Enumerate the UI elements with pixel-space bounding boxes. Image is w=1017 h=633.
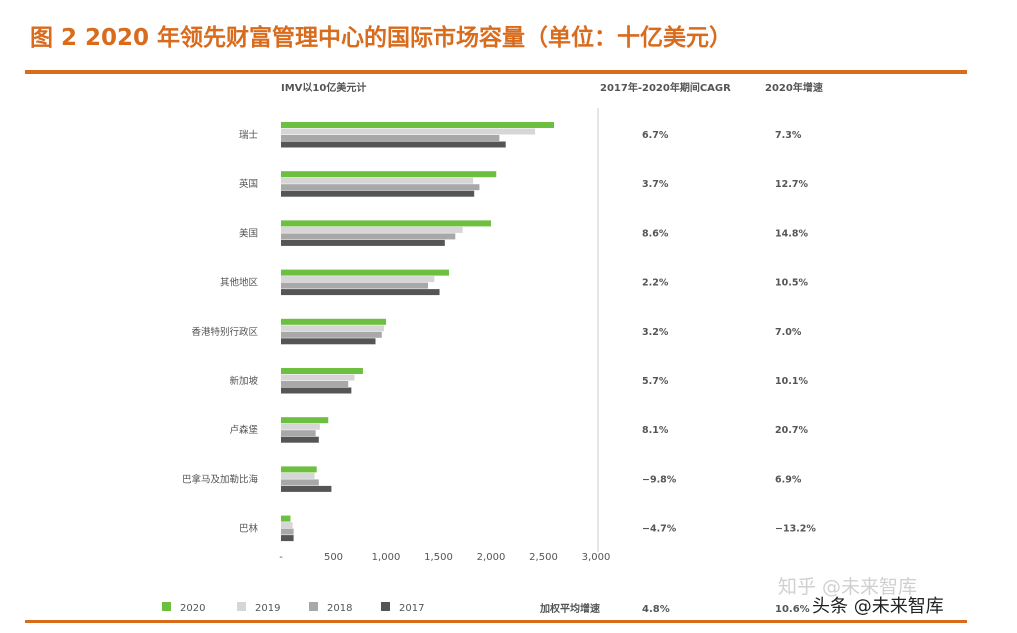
column-value-1: 14.8% [775, 228, 808, 239]
column-value-0: 8.6% [642, 228, 669, 239]
bar-2017 [281, 239, 445, 246]
category-label: 巴拿马及加勒比海 [182, 473, 259, 485]
bar-2019 [281, 276, 435, 283]
x-tick-label: 1,000 [372, 552, 401, 563]
bar-2018 [281, 233, 456, 240]
bottom-rule [25, 620, 967, 623]
bar-2017 [281, 387, 352, 394]
bar-2018 [281, 184, 480, 191]
category-label: 其他地区 [220, 277, 259, 289]
watermark-zhihu: 知乎 @未来智库 [778, 576, 918, 598]
bar-2018 [281, 479, 319, 486]
column-value-0: 5.7% [642, 376, 669, 387]
x-tick-label: 2,500 [529, 552, 558, 563]
x-tick-label: 1,500 [424, 552, 453, 563]
bar-2019 [281, 522, 293, 529]
bar-2018 [281, 135, 500, 141]
bar-2018 [281, 331, 382, 338]
legend-swatch-2020 [162, 602, 171, 611]
bar-2019 [281, 374, 355, 381]
legend-label: 2020 [180, 603, 205, 614]
category-label: 新加坡 [229, 375, 258, 387]
column-value-1: 12.7% [775, 179, 808, 190]
bar-2020 [281, 318, 386, 325]
category-label: 美国 [239, 227, 258, 239]
column-value-1: 10.1% [775, 376, 808, 387]
bar-2017 [281, 190, 475, 197]
bar-2018 [281, 381, 349, 387]
column-value-1: 7.0% [775, 327, 802, 338]
bar-2017 [281, 436, 319, 443]
legend-label: 2019 [255, 603, 280, 614]
column-value-0: 3.7% [642, 179, 669, 190]
column-value-1: 7.3% [775, 130, 802, 141]
bar-2019 [281, 472, 315, 479]
figure-title: 图 2 2020 年领先财富管理中心的国际市场容量（单位：十亿美元） [30, 25, 733, 51]
x-tick-label: 500 [324, 552, 343, 563]
bar-2020 [281, 171, 497, 178]
bar-2019 [281, 423, 320, 430]
bar-2019 [281, 177, 474, 184]
bar-2020 [281, 269, 449, 276]
legend-swatch-2019 [237, 602, 246, 611]
legend-label: 2017 [399, 603, 424, 614]
bar-2020 [281, 466, 317, 473]
column-value-1: 20.7% [775, 425, 808, 436]
x-tick-label: - [279, 552, 283, 563]
category-label: 巴林 [239, 523, 259, 535]
summary-value-1: 10.6% [775, 604, 810, 615]
x-tick-label: 2,000 [477, 552, 506, 563]
summary-value-0: 4.8% [642, 604, 670, 615]
category-label: 卢森堡 [229, 424, 258, 436]
bar-2018 [281, 430, 316, 437]
top-rule [25, 70, 967, 74]
bar-2020 [281, 515, 291, 522]
bar-2017 [281, 141, 506, 148]
legend-label: 2018 [327, 603, 352, 614]
column-value-0: 3.2% [642, 327, 669, 338]
bar-2017 [281, 535, 294, 542]
watermark-toutiao: 头条 @未来智库 [812, 596, 944, 617]
bar-2017 [281, 289, 440, 296]
column-value-0: 2.2% [642, 278, 669, 289]
bar-2020 [281, 220, 491, 227]
column-value-0: −9.8% [642, 474, 677, 485]
bar-2019 [281, 226, 463, 233]
bar-2017 [281, 485, 332, 492]
legend-swatch-2018 [309, 602, 318, 611]
column-value-0: −4.7% [642, 524, 677, 535]
bar-2020 [281, 417, 329, 424]
column-header-0: 2017年-2020年期间CAGR [600, 81, 731, 94]
bar-2017 [281, 338, 376, 345]
x-tick-label: 3,000 [582, 552, 611, 563]
column-value-1: 6.9% [775, 474, 802, 485]
column-value-1: −13.2% [775, 524, 816, 535]
bar-2020 [281, 122, 554, 128]
column-header-1: 2020年增速 [765, 81, 823, 94]
column-value-0: 8.1% [642, 425, 669, 436]
category-label: 瑞士 [239, 129, 259, 141]
bar-2019 [281, 325, 384, 332]
bar-2020 [281, 368, 363, 374]
legend-swatch-2017 [381, 602, 390, 611]
chart-subtitle: IMV以10亿美元计 [281, 81, 366, 94]
bar-2018 [281, 528, 294, 535]
column-value-0: 6.7% [642, 130, 669, 141]
bar-2019 [281, 128, 536, 135]
summary-label: 加权平均增速 [539, 602, 600, 615]
category-label: 香港特别行政区 [191, 326, 258, 338]
column-value-1: 10.5% [775, 278, 808, 289]
category-label: 英国 [239, 178, 258, 190]
bar-2018 [281, 282, 428, 289]
